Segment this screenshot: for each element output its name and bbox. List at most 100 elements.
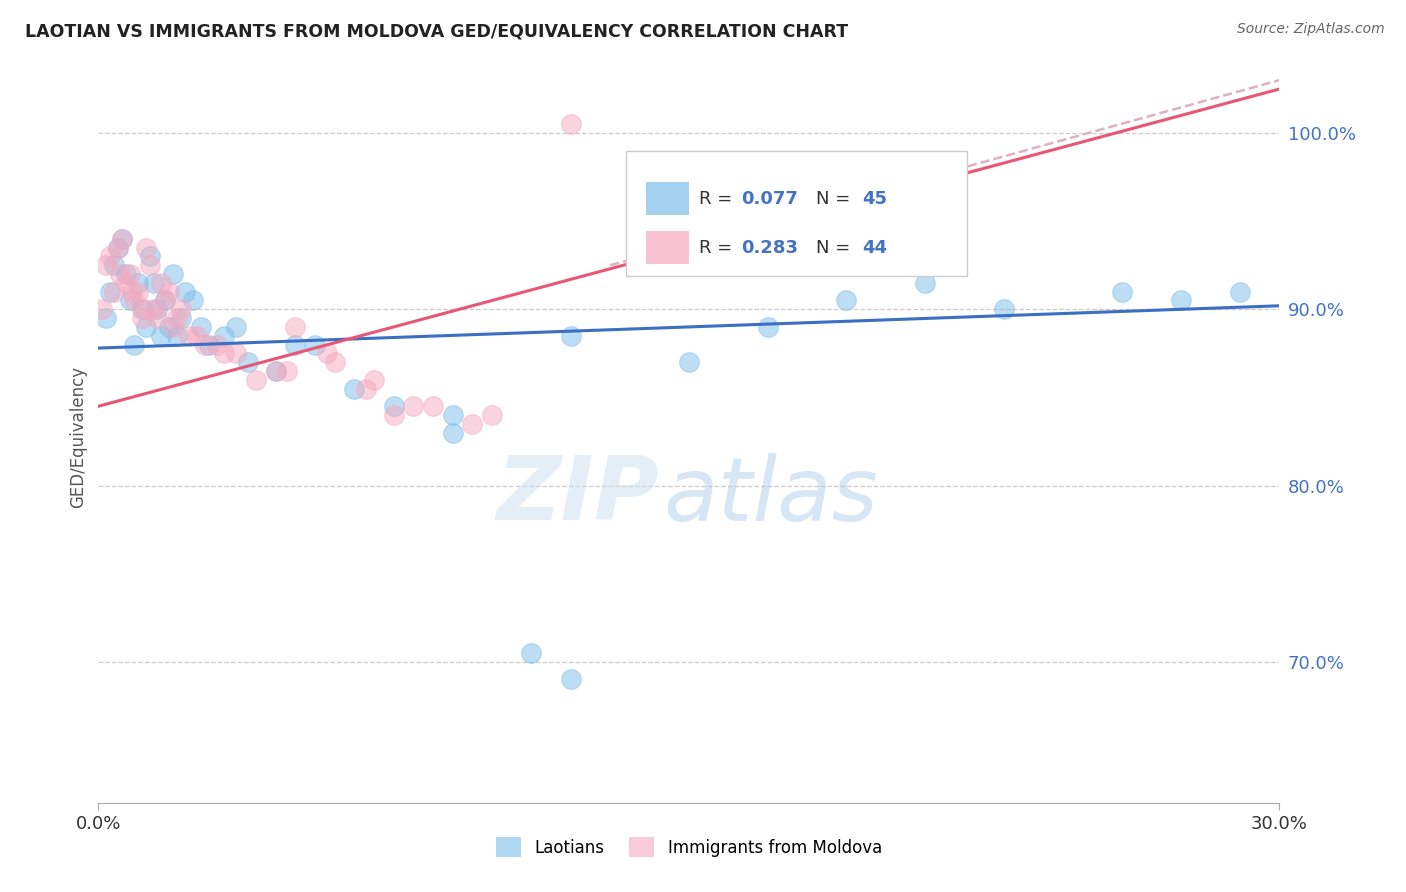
Point bbox=[190, 320, 212, 334]
Point bbox=[115, 276, 138, 290]
Point bbox=[96, 258, 118, 272]
Point bbox=[323, 355, 346, 369]
Point bbox=[422, 399, 444, 413]
Point bbox=[481, 408, 503, 422]
Point bbox=[155, 293, 177, 308]
Point bbox=[107, 241, 129, 255]
Point bbox=[402, 399, 425, 413]
Point bbox=[225, 320, 247, 334]
Point bbox=[103, 285, 125, 299]
Point bbox=[98, 249, 121, 263]
Point bbox=[678, 355, 700, 369]
Point bbox=[284, 320, 307, 334]
Point bbox=[121, 285, 143, 299]
Point bbox=[162, 267, 184, 281]
Point bbox=[835, 293, 858, 308]
Point bbox=[150, 276, 173, 290]
Point bbox=[214, 346, 236, 360]
Point bbox=[170, 311, 193, 326]
Text: atlas: atlas bbox=[664, 452, 877, 539]
Text: 44: 44 bbox=[862, 238, 887, 257]
Point bbox=[142, 276, 165, 290]
Text: Source: ZipAtlas.com: Source: ZipAtlas.com bbox=[1237, 22, 1385, 37]
Point bbox=[150, 328, 173, 343]
Y-axis label: GED/Equivalency: GED/Equivalency bbox=[69, 366, 87, 508]
Point bbox=[560, 673, 582, 687]
Text: R =: R = bbox=[699, 238, 738, 257]
Point bbox=[122, 293, 145, 308]
Point bbox=[276, 364, 298, 378]
Point bbox=[441, 408, 464, 422]
Point bbox=[108, 267, 131, 281]
Point bbox=[174, 285, 197, 299]
Point bbox=[214, 328, 236, 343]
Point bbox=[118, 293, 141, 308]
Text: 45: 45 bbox=[862, 190, 887, 208]
Point bbox=[155, 293, 177, 308]
Point bbox=[177, 328, 200, 343]
Point bbox=[236, 355, 259, 369]
Point bbox=[96, 311, 118, 326]
Point bbox=[162, 320, 184, 334]
Point bbox=[146, 311, 169, 326]
Text: LAOTIAN VS IMMIGRANTS FROM MOLDOVA GED/EQUIVALENCY CORRELATION CHART: LAOTIAN VS IMMIGRANTS FROM MOLDOVA GED/E… bbox=[25, 22, 848, 40]
Point bbox=[135, 320, 157, 334]
Point bbox=[127, 285, 149, 299]
Point bbox=[142, 302, 165, 317]
Point bbox=[98, 285, 121, 299]
Point bbox=[131, 302, 153, 317]
Point bbox=[91, 302, 114, 317]
Text: N =: N = bbox=[817, 190, 856, 208]
Point bbox=[225, 346, 247, 360]
Point bbox=[363, 373, 385, 387]
Point bbox=[914, 276, 936, 290]
Point bbox=[264, 364, 287, 378]
Point bbox=[382, 399, 405, 413]
Point bbox=[157, 320, 180, 334]
Point bbox=[181, 293, 204, 308]
Point bbox=[166, 328, 188, 343]
Point bbox=[131, 311, 153, 326]
Point bbox=[993, 302, 1015, 317]
Point bbox=[107, 241, 129, 255]
Point bbox=[111, 232, 134, 246]
Point bbox=[170, 302, 193, 317]
Point bbox=[138, 258, 160, 272]
Point bbox=[560, 117, 582, 131]
Point bbox=[756, 320, 779, 334]
Point bbox=[461, 417, 484, 431]
Point bbox=[284, 337, 307, 351]
Point bbox=[157, 285, 180, 299]
Point bbox=[205, 337, 228, 351]
Point bbox=[118, 267, 141, 281]
Point bbox=[146, 302, 169, 317]
Point bbox=[315, 346, 337, 360]
Text: 0.077: 0.077 bbox=[741, 190, 799, 208]
Point bbox=[441, 425, 464, 440]
Text: 0.283: 0.283 bbox=[741, 238, 799, 257]
Point bbox=[115, 267, 138, 281]
Point bbox=[1229, 285, 1251, 299]
Point bbox=[560, 328, 582, 343]
Point bbox=[354, 382, 377, 396]
Text: #d8eaf8: #d8eaf8 bbox=[689, 494, 695, 496]
Point bbox=[103, 258, 125, 272]
Point bbox=[194, 337, 217, 351]
Legend: Laotians, Immigrants from Moldova: Laotians, Immigrants from Moldova bbox=[489, 830, 889, 864]
Text: N =: N = bbox=[817, 238, 856, 257]
Point bbox=[304, 337, 326, 351]
Text: R =: R = bbox=[699, 190, 738, 208]
Point bbox=[166, 311, 188, 326]
Point bbox=[197, 337, 219, 351]
Point bbox=[111, 232, 134, 246]
Point bbox=[135, 241, 157, 255]
Point bbox=[1111, 285, 1133, 299]
Point bbox=[245, 373, 267, 387]
Text: ZIP: ZIP bbox=[496, 452, 659, 539]
Point bbox=[382, 408, 405, 422]
Point bbox=[122, 337, 145, 351]
Point bbox=[138, 249, 160, 263]
Point bbox=[343, 382, 366, 396]
Point bbox=[186, 328, 208, 343]
Point bbox=[264, 364, 287, 378]
